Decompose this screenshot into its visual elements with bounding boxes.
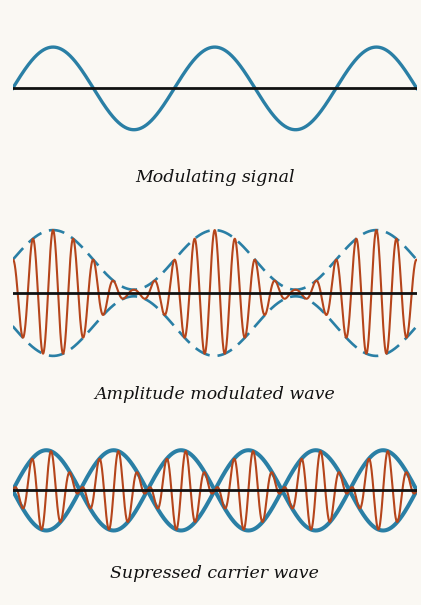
Text: Modulating signal: Modulating signal bbox=[135, 169, 294, 186]
Text: Supressed carrier wave: Supressed carrier wave bbox=[110, 565, 319, 582]
Text: Amplitude modulated wave: Amplitude modulated wave bbox=[94, 387, 335, 404]
